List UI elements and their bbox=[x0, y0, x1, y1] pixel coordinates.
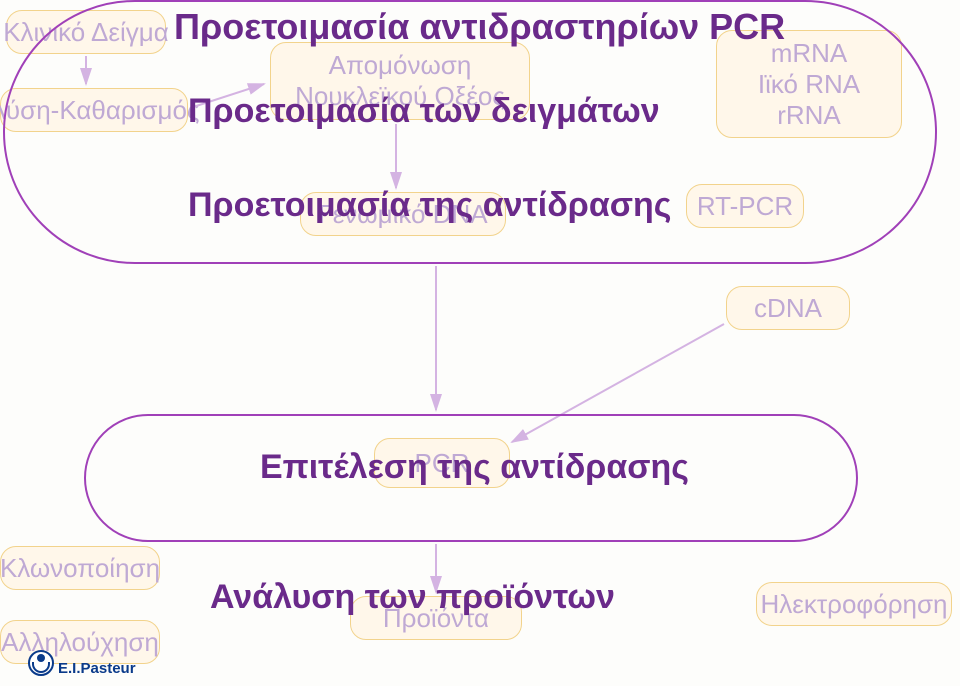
box-cdna: cDNA bbox=[726, 286, 850, 330]
title-samples: Προετοιμασία των δειγμάτων bbox=[188, 92, 660, 131]
title-analysis: Ανάλυση των προϊόντων bbox=[210, 578, 615, 617]
box-electrophoresis-label: Ηλεκτροφόρηση bbox=[761, 589, 948, 620]
footer-logo-icon bbox=[28, 650, 54, 676]
box-electrophoresis: Ηλεκτροφόρηση bbox=[756, 582, 952, 626]
box-sequencing-label: Αλληλούχηση bbox=[1, 627, 159, 658]
box-cloning: Κλωνοποίηση bbox=[0, 546, 160, 590]
box-sequencing: Αλληλούχηση bbox=[0, 620, 160, 664]
box-cdna-label: cDNA bbox=[754, 293, 822, 324]
title-reaction: Προετοιμασία της αντίδρασης bbox=[188, 186, 671, 225]
diagram-stage: Κλινικό Δείγμα Λύση-Καθαρισμός Απομόνωση… bbox=[0, 0, 960, 686]
footer-text: E.I.Pasteur bbox=[58, 660, 136, 677]
title-perform: Επιτέλεση της αντίδρασης bbox=[260, 448, 689, 487]
box-cloning-label: Κλωνοποίηση bbox=[0, 553, 160, 584]
title-reagents: Προετοιμασία αντιδραστηρίων PCR bbox=[174, 6, 785, 47]
